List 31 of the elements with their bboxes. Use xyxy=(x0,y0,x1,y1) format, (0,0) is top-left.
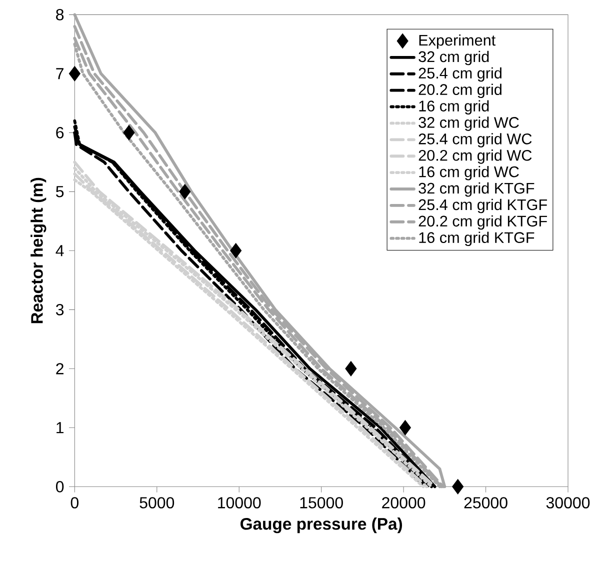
legend-label: Experiment xyxy=(419,34,496,49)
y-tick-label: 5 xyxy=(56,186,64,198)
legend-label: 20.2 cm grid KTGF xyxy=(418,215,547,230)
legend-label: 32 cm grid WC xyxy=(418,116,519,131)
legend-label: 25.4 cm grid WC xyxy=(418,133,532,148)
y-tick-label: 1 xyxy=(56,422,64,434)
legend-label: 25.4 cm grid xyxy=(418,67,502,82)
legend-label: 25.4 cm grid KTGF xyxy=(418,198,547,214)
x-axis-title: Gauge pressure (Pa) xyxy=(240,518,402,534)
x-tick-label: 30000 xyxy=(546,497,590,508)
x-tick-label: 10000 xyxy=(218,497,261,508)
x-tick-label: 0 xyxy=(70,497,79,508)
legend-label: 16 cm grid WC xyxy=(419,166,519,180)
legend-label: 16 cm grid xyxy=(419,100,489,114)
x-tick-label: 20000 xyxy=(382,497,426,508)
legend-label: 16 cm grid KTGF xyxy=(419,232,534,246)
y-tick-label: 8 xyxy=(56,9,64,20)
x-tick-label: 25000 xyxy=(464,497,508,508)
x-tick-label: 5000 xyxy=(140,497,174,508)
legend-label: 32 cm grid KTGF xyxy=(418,182,534,197)
legend-label: 20.2 cm grid xyxy=(418,84,502,98)
y-tick-label: 4 xyxy=(56,245,64,256)
y-tick-label: 6 xyxy=(56,127,64,138)
y-tick-label: 0 xyxy=(56,481,64,492)
legend-label: 32 cm grid xyxy=(418,50,489,66)
x-tick-label: 15000 xyxy=(300,497,343,508)
y-tick-label: 3 xyxy=(56,304,64,316)
y-tick-label: 7 xyxy=(56,68,64,80)
legend-label: 20.2 cm grid WC xyxy=(418,150,532,164)
y-axis-title: Reactor height (m) xyxy=(30,178,46,324)
y-tick-label: 2 xyxy=(56,363,64,374)
